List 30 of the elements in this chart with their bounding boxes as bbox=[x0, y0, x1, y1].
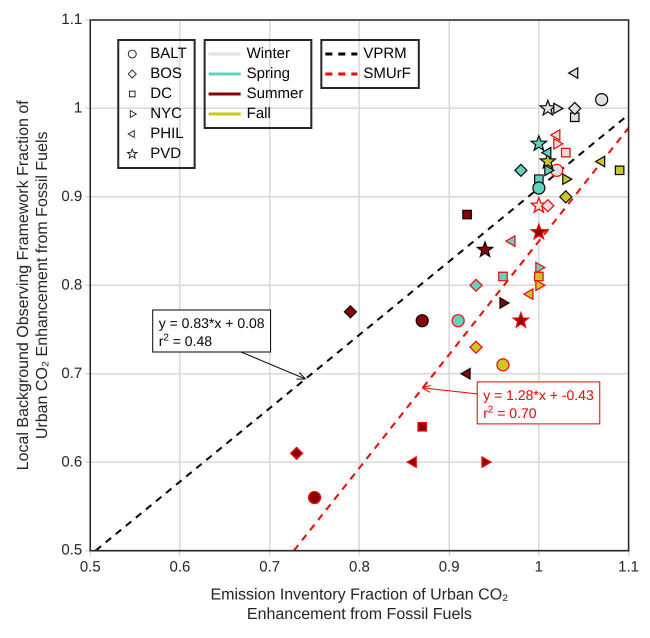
y-tick-label: 1.1 bbox=[61, 11, 82, 28]
legend-label: Winter bbox=[246, 45, 290, 62]
legend-label: PHIL bbox=[150, 125, 184, 142]
x-tick-label: 0.5 bbox=[80, 558, 101, 576]
legend-label: NYC bbox=[150, 105, 182, 122]
point bbox=[530, 224, 548, 240]
legend-label: Summer bbox=[246, 85, 304, 102]
point bbox=[512, 312, 530, 328]
y-tick-label: 0.5 bbox=[61, 542, 82, 559]
legend-label: BOS bbox=[150, 65, 182, 82]
legend-label: SMUrF bbox=[363, 65, 411, 82]
y-tick-label: 1 bbox=[74, 100, 82, 117]
y-tick-label: 0.9 bbox=[61, 188, 82, 206]
x-tick-label: 0.6 bbox=[170, 558, 190, 576]
legend-label: Spring bbox=[246, 65, 290, 82]
x-tick-label: 1.1 bbox=[618, 558, 640, 576]
legend-label: DC bbox=[150, 85, 172, 102]
legend-label: Fall bbox=[246, 105, 271, 122]
x-tick-label: 0.8 bbox=[348, 558, 370, 576]
y-tick-label: 0.6 bbox=[61, 453, 82, 470]
legend-label: BALT bbox=[150, 45, 187, 62]
x-tick-label: 0.7 bbox=[259, 558, 280, 576]
x-tick-label: 1 bbox=[534, 558, 544, 576]
x-tick-label: 0.9 bbox=[438, 558, 460, 576]
legend-label: VPRM bbox=[363, 45, 407, 62]
y-tick-label: 0.7 bbox=[61, 364, 82, 382]
legend-label: PVD bbox=[150, 145, 182, 162]
x-axis-title: Emission Inventory Fraction of Urban CO₂ Enhancement from Fossil Fuels bbox=[210, 586, 508, 623]
y-axis-title: Local Background Observing Framework Fraction of Urban CO₂ Enhancement from Fossil Fuels bbox=[15, 100, 52, 470]
y-tick-label: 0.8 bbox=[61, 276, 82, 294]
